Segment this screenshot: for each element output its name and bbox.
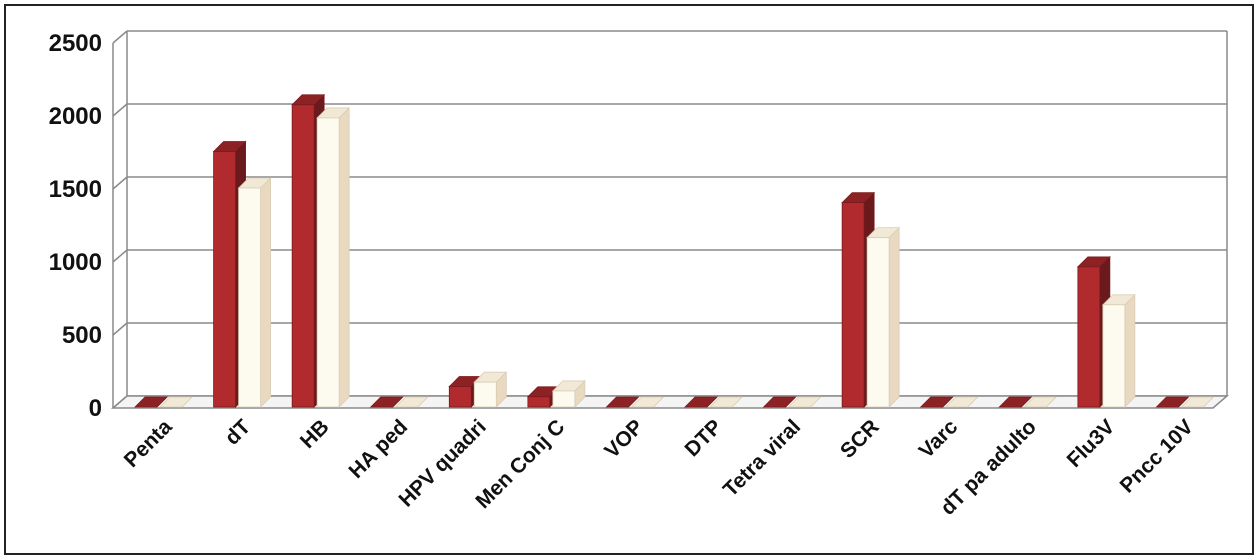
x-tick-label: HB [296,415,334,453]
x-tick-label: SCR [836,415,884,463]
bar-top [762,396,797,408]
gridline-side [112,176,128,190]
gridline-side [112,322,128,336]
bar [473,381,497,408]
bar [1102,304,1126,408]
bar-top [919,396,954,408]
floor [110,395,1230,409]
y-tick-label: 2500 [49,30,102,57]
bar [841,202,865,408]
bar-top [684,396,718,408]
y-tick-label: 0 [89,395,102,422]
bar-top [630,396,665,408]
x-tick-label: Varc [915,415,963,463]
bar-side [338,106,350,408]
bar-top [159,396,193,408]
x-tick-label: Tetra viral [719,415,805,501]
x-tick-label: Flu3V [1063,415,1120,472]
bar-top [787,396,822,408]
bar [213,151,236,408]
bar-top [998,396,1033,408]
bar [291,104,315,408]
bar-side [260,177,271,408]
bar-top [709,396,743,408]
bar-side [1124,293,1136,408]
x-tick-label: Penta [120,415,177,472]
gridline-side [112,103,128,117]
gridline-side [112,30,128,44]
bar-top [1023,396,1058,408]
bar [1077,266,1101,408]
x-tick-label: Pncc 10V [1116,415,1198,497]
bar [316,117,340,408]
bar-top [1155,396,1190,408]
bar-top [944,396,979,408]
bar-top [369,396,404,408]
y-tick-label: 2000 [49,103,102,130]
bar [448,386,472,408]
x-tick-label: HA ped [345,415,413,483]
bar-top [1180,396,1215,408]
gridline-side [112,249,128,263]
bar-side [888,226,900,408]
y-tick-label: 500 [62,322,102,349]
bar-top [605,396,640,408]
bar-top [394,396,429,408]
y-tick-label: 1500 [49,176,102,203]
bar [238,187,261,408]
y-tick-label: 1000 [49,249,102,276]
bar [527,396,551,408]
x-tick-label: DTP [681,415,727,461]
bar-top [134,396,168,408]
bar [866,237,890,408]
x-tick-label: dT [221,415,256,450]
bar [552,390,576,408]
x-tick-label: VOP [600,415,648,463]
chart-frame [4,4,1254,555]
